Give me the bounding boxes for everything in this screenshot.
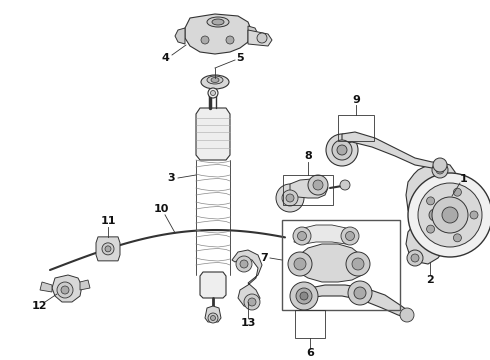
Polygon shape (296, 285, 410, 318)
Polygon shape (40, 282, 52, 292)
Circle shape (208, 88, 218, 98)
Circle shape (346, 252, 370, 276)
Circle shape (257, 33, 267, 43)
Circle shape (354, 287, 366, 299)
Circle shape (411, 254, 419, 262)
Circle shape (211, 315, 216, 320)
Circle shape (293, 227, 311, 245)
Polygon shape (406, 162, 458, 264)
Circle shape (282, 190, 298, 206)
Circle shape (236, 256, 252, 272)
Text: 3: 3 (167, 173, 175, 183)
Circle shape (432, 197, 468, 233)
Circle shape (208, 313, 218, 323)
Circle shape (240, 260, 248, 268)
Circle shape (348, 281, 372, 305)
Text: 2: 2 (426, 275, 434, 285)
Polygon shape (294, 225, 356, 244)
Polygon shape (185, 14, 252, 54)
Circle shape (429, 209, 441, 221)
Circle shape (408, 173, 490, 257)
Polygon shape (200, 272, 226, 298)
Polygon shape (196, 108, 230, 160)
Circle shape (290, 282, 318, 310)
Bar (338, 115, 374, 141)
Bar (295, 310, 325, 338)
Circle shape (407, 250, 423, 266)
Circle shape (313, 180, 323, 190)
Circle shape (61, 286, 69, 294)
Circle shape (294, 258, 306, 270)
Circle shape (308, 175, 328, 195)
Circle shape (433, 158, 447, 172)
Circle shape (288, 252, 312, 276)
Ellipse shape (201, 75, 229, 89)
Polygon shape (290, 179, 328, 198)
Bar (282, 220, 400, 310)
Text: 8: 8 (304, 151, 312, 161)
Ellipse shape (207, 76, 223, 84)
Circle shape (352, 258, 364, 270)
Circle shape (337, 145, 347, 155)
Circle shape (432, 162, 448, 178)
Circle shape (453, 234, 462, 242)
Polygon shape (80, 280, 90, 290)
Circle shape (244, 294, 260, 310)
Circle shape (276, 184, 304, 212)
Polygon shape (342, 132, 440, 168)
Circle shape (296, 288, 312, 304)
Polygon shape (96, 237, 120, 261)
Polygon shape (292, 244, 366, 282)
Polygon shape (205, 306, 221, 322)
Text: 9: 9 (352, 95, 360, 105)
Circle shape (248, 298, 256, 306)
Text: 5: 5 (236, 53, 244, 63)
Polygon shape (232, 250, 262, 308)
Circle shape (453, 188, 462, 196)
Polygon shape (175, 28, 185, 44)
Ellipse shape (211, 77, 219, 82)
Circle shape (105, 246, 111, 252)
Text: 10: 10 (153, 204, 169, 214)
Circle shape (57, 282, 73, 298)
Circle shape (423, 203, 447, 227)
Circle shape (297, 231, 307, 240)
Circle shape (442, 207, 458, 223)
Circle shape (201, 36, 209, 44)
Ellipse shape (207, 17, 229, 27)
Ellipse shape (212, 19, 224, 25)
Circle shape (427, 197, 435, 205)
Text: 4: 4 (161, 53, 169, 63)
Circle shape (326, 134, 358, 166)
Text: 11: 11 (100, 216, 116, 226)
Circle shape (345, 231, 354, 240)
Circle shape (211, 90, 216, 95)
Circle shape (300, 292, 308, 300)
Circle shape (427, 225, 435, 233)
Bar (283, 175, 333, 205)
Polygon shape (52, 275, 82, 302)
Circle shape (418, 183, 482, 247)
Text: 7: 7 (260, 253, 268, 263)
Circle shape (332, 140, 352, 160)
Polygon shape (248, 26, 258, 42)
Circle shape (436, 166, 444, 174)
Circle shape (102, 243, 114, 255)
Text: 6: 6 (306, 348, 314, 358)
Text: 13: 13 (240, 318, 256, 328)
Polygon shape (248, 30, 272, 46)
Text: 1: 1 (460, 174, 468, 184)
Circle shape (286, 194, 294, 202)
Circle shape (470, 211, 478, 219)
Circle shape (400, 308, 414, 322)
Circle shape (340, 180, 350, 190)
Text: 12: 12 (31, 301, 47, 311)
Circle shape (341, 227, 359, 245)
Circle shape (226, 36, 234, 44)
